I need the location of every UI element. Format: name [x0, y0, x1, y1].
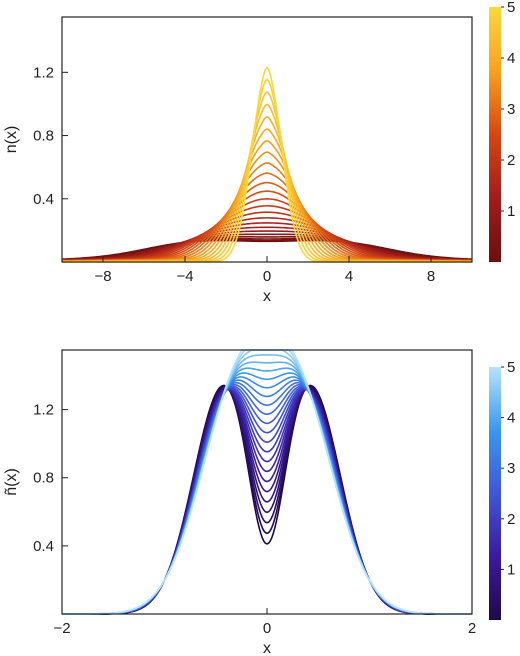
plot-frame [61, 16, 473, 263]
series-line [62, 386, 472, 615]
colorbar-tick-label: 1 [507, 203, 515, 220]
colorbar [489, 7, 501, 262]
y-tick-label: 1.2 [33, 64, 54, 81]
series-line [62, 376, 472, 615]
x-tick-label: −2 [53, 620, 70, 637]
series-line [61, 239, 473, 260]
y-tick-label: 1.2 [33, 402, 54, 419]
colorbar-tick-label: 3 [507, 460, 515, 477]
series-line [61, 139, 473, 263]
series-line [62, 386, 472, 615]
curve-family-bottom [61, 349, 473, 615]
colorbar-tick-label: 5 [507, 0, 515, 16]
colorbar-tick-label: 2 [507, 152, 515, 169]
x-tick-label: 4 [345, 268, 353, 285]
series-line [62, 384, 472, 615]
colorbar-tick-label: 4 [507, 410, 515, 427]
top-panel: −8 −4 0 4 8 0.4 0.8 1.2 x n(x) 1 2 3 4 5 [3, 0, 515, 305]
bottom-panel: −2 0 2 0.4 0.8 1.2 x ñ(x) 1 2 3 4 5 [3, 349, 515, 656]
series-line [61, 198, 473, 262]
x-axis-label: x [263, 640, 271, 656]
curve-family-top [61, 66, 473, 263]
colorbar-tick-label: 1 [507, 561, 515, 578]
colorbar-tick-label: 5 [507, 359, 515, 376]
series-line [62, 361, 472, 615]
series-line [62, 381, 472, 615]
x-tick-label: 0 [263, 268, 271, 285]
series-line [61, 190, 473, 262]
x-tick-label: −8 [94, 268, 111, 285]
colorbar-tick-label: 3 [507, 101, 515, 118]
colorbar-tick-label: 4 [507, 50, 515, 67]
x-tick-label: 8 [427, 268, 435, 285]
series-line [62, 383, 472, 615]
series-line [61, 239, 473, 261]
series-line [62, 66, 472, 263]
series-line [62, 354, 472, 615]
x-tick-label: 0 [263, 620, 271, 637]
colorbar [489, 367, 501, 620]
y-axis-label: n(x) [3, 126, 20, 154]
y-tick-label: 0.8 [33, 128, 54, 145]
series-line [62, 385, 472, 615]
series-line [62, 385, 472, 615]
y-axis-label: ñ(x) [3, 468, 20, 496]
series-line [61, 181, 473, 262]
series-line [61, 233, 473, 261]
y-tick-label: 0.8 [33, 470, 54, 487]
y-tick-label: 0.4 [33, 191, 54, 208]
colorbar-tick-label: 2 [507, 511, 515, 528]
y-tick-label: 0.4 [33, 538, 54, 555]
series-line [61, 205, 473, 262]
series-line [61, 172, 473, 262]
series-line [62, 387, 472, 615]
series-line [62, 372, 472, 615]
x-axis-label: x [263, 288, 271, 305]
series-line [62, 379, 472, 615]
x-tick-label: −4 [176, 268, 193, 285]
series-line [62, 387, 472, 615]
x-tick-label: 2 [468, 620, 476, 637]
